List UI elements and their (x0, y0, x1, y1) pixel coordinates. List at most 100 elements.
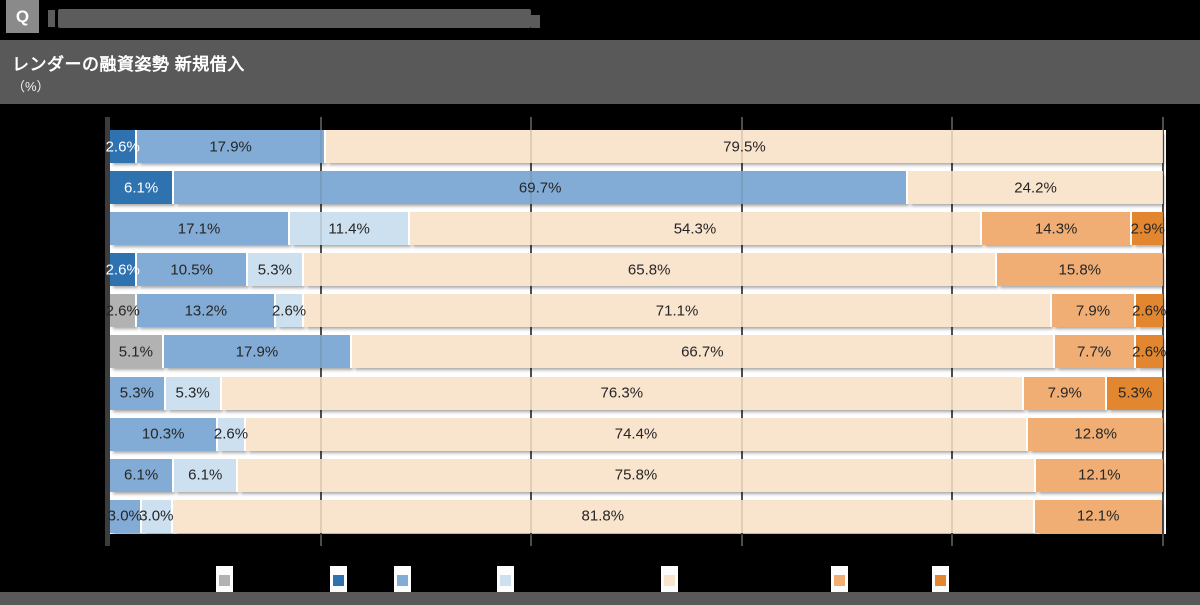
bar-row-8: 10.3% 2.6% 74.4% 12.8% (110, 417, 1163, 451)
bar-segment-label: 14.3% (1034, 220, 1078, 238)
bar-segment-light_blue: 3.0% (139, 499, 174, 533)
bar-segment-label: 7.9% (1047, 384, 1082, 402)
legend-swatch-dark_orange (935, 575, 946, 586)
bar-segment-dark_orange: 2.9% (1130, 212, 1165, 246)
bar-segment-orange: 12.1% (1034, 499, 1162, 533)
bar-segment-label: 69.7% (518, 179, 562, 197)
bar-segment-label: 10.3% (141, 425, 185, 443)
bar-segment-label: 15.8% (1058, 261, 1102, 279)
redacted-question-fragment (48, 10, 55, 27)
bar-segment-gray: 2.6% (106, 294, 140, 328)
bar-segment-cream: 71.1% (303, 294, 1053, 328)
legend-item-cream (661, 566, 678, 592)
bar-segment-orange: 14.3% (981, 212, 1133, 246)
chart-unit-label: （%） (12, 79, 50, 94)
bar-segment-label: 3.0% (139, 507, 174, 525)
bar-segment-label: 74.4% (614, 425, 658, 443)
bar-segment-light_blue: 6.1% (174, 458, 239, 492)
bar-segment-cream: 66.7% (352, 335, 1055, 369)
bar-segment-orange: 12.1% (1035, 458, 1163, 492)
bar-segment-light_blue: 2.6% (214, 417, 248, 451)
bar-segment-cream: 76.3% (221, 376, 1025, 410)
bar-segment-blue: 13.2% (137, 294, 277, 328)
redacted-question-bar-tail (531, 15, 540, 28)
bar-segment-orange: 7.9% (1052, 294, 1136, 328)
bar-segment-label: 12.8% (1074, 425, 1117, 443)
legend-swatch-orange (834, 575, 845, 586)
bar-segment-blue: 17.1% (110, 212, 291, 246)
bar-segment-label: 17.1% (177, 220, 221, 238)
gridline-80 (951, 117, 954, 546)
bar-segment-label: 17.9% (235, 343, 279, 361)
bar-segment-label: 2.6% (105, 302, 140, 320)
bar-row-6: 5.1% 17.9% 66.7% 7.7% 2.6% (110, 335, 1167, 369)
bar-segment-label: 17.9% (209, 138, 252, 155)
bar-segment-label: 2.6% (1132, 343, 1167, 361)
bar-segment-label: 2.6% (213, 425, 249, 443)
bar-segment-cream: 74.4% (245, 417, 1029, 451)
bar-segment-label: 6.1% (123, 466, 159, 484)
bar-segment-blue: 69.7% (174, 171, 909, 205)
redacted-question-bar (58, 9, 531, 28)
bar-segment-light_blue: 5.3% (165, 376, 222, 410)
bar-row-10: 3.0% 3.0% 81.8% 12.1% (108, 499, 1163, 533)
bar-segment-dark_blue: 2.6% (106, 130, 140, 163)
bar-segment-blue: 6.1% (110, 458, 175, 492)
legend-swatch-dark_blue (333, 575, 344, 586)
bar-segment-orange: 7.9% (1024, 376, 1108, 410)
gridline-100 (1162, 117, 1164, 546)
bar-segment-label: 5.3% (257, 261, 292, 279)
bar-row-4: 2.6% 10.5% 5.3% 65.8% 15.8% (106, 253, 1163, 287)
footer-strip (0, 592, 1200, 605)
bar-segment-cream: 81.8% (173, 499, 1035, 533)
bar-segment-blue: 17.9% (137, 130, 326, 163)
bar-segment-cream: 65.8% (303, 253, 997, 287)
bar-segment-label: 75.8% (614, 466, 658, 484)
bar-segment-label: 13.2% (184, 302, 228, 320)
legend-swatch-light_blue (500, 575, 511, 586)
bar-row-5: 2.6% 13.2% 2.6% 71.1% 7.9% 2.6% (106, 294, 1166, 328)
bar-segment-label: 2.6% (271, 302, 307, 320)
bar-segment-label: 5.1% (118, 343, 153, 361)
legend-item-orange (831, 566, 848, 592)
bar-segment-orange: 7.7% (1054, 335, 1136, 369)
legend-item-dark_orange (932, 566, 949, 592)
stacked-bar-rows: 2.6% 17.9% 79.5% 6.1% 69.7% 24.2% 17.1% 11.4% 54… (106, 130, 1167, 534)
legend-swatch-blue (397, 575, 408, 586)
bar-segment-cream: 24.2% (908, 171, 1163, 205)
legend-item-blue (394, 566, 411, 592)
chart-title: レンダーの融資姿勢 新規借入 (12, 55, 245, 74)
bar-segment-orange: 15.8% (996, 253, 1163, 287)
bar-segment-dark_blue: 2.6% (106, 253, 140, 287)
legend-item-dark_blue (330, 566, 347, 592)
bar-segment-light_blue: 11.4% (290, 212, 411, 246)
bar-segment-label: 2.6% (105, 261, 140, 279)
bar-segment-label: 2.9% (1130, 220, 1165, 238)
chart-title-bar: レンダーの融資姿勢 新規借入 （%） (0, 40, 1200, 104)
bar-segment-blue: 3.0% (108, 499, 142, 533)
bar-segment-label: 7.7% (1076, 343, 1112, 361)
legend-item-light_blue (497, 566, 514, 592)
bar-segment-label: 5.3% (175, 384, 210, 402)
bar-row-3: 17.1% 11.4% 54.3% 14.3% 2.9% (110, 212, 1165, 246)
bar-segment-light_blue: 2.6% (272, 294, 306, 328)
bar-segment-dark_blue: 6.1% (110, 171, 175, 205)
bar-segment-label: 5.3% (119, 384, 154, 402)
bar-segment-cream: 75.8% (238, 458, 1036, 492)
gridline-20 (319, 117, 322, 546)
bar-segment-dark_orange: 5.3% (1107, 376, 1164, 410)
question-badge: Q (6, 0, 39, 33)
bar-segment-label: 71.1% (655, 302, 699, 320)
legend-item-gray (216, 566, 233, 592)
bar-segment-label: 12.1% (1078, 466, 1121, 484)
bar-segment-label: 11.4% (328, 220, 370, 238)
bar-segment-light_blue: 5.3% (247, 253, 304, 287)
bar-segment-blue: 5.3% (110, 376, 166, 410)
gridlines (110, 117, 1164, 546)
legend-swatch-cream (664, 575, 675, 586)
bar-segment-dark_orange: 2.6% (1132, 294, 1166, 328)
bar-segment-label: 2.6% (1132, 302, 1167, 320)
bar-segment-label: 79.5% (723, 138, 766, 155)
bar-segment-gray: 5.1% (110, 335, 164, 369)
